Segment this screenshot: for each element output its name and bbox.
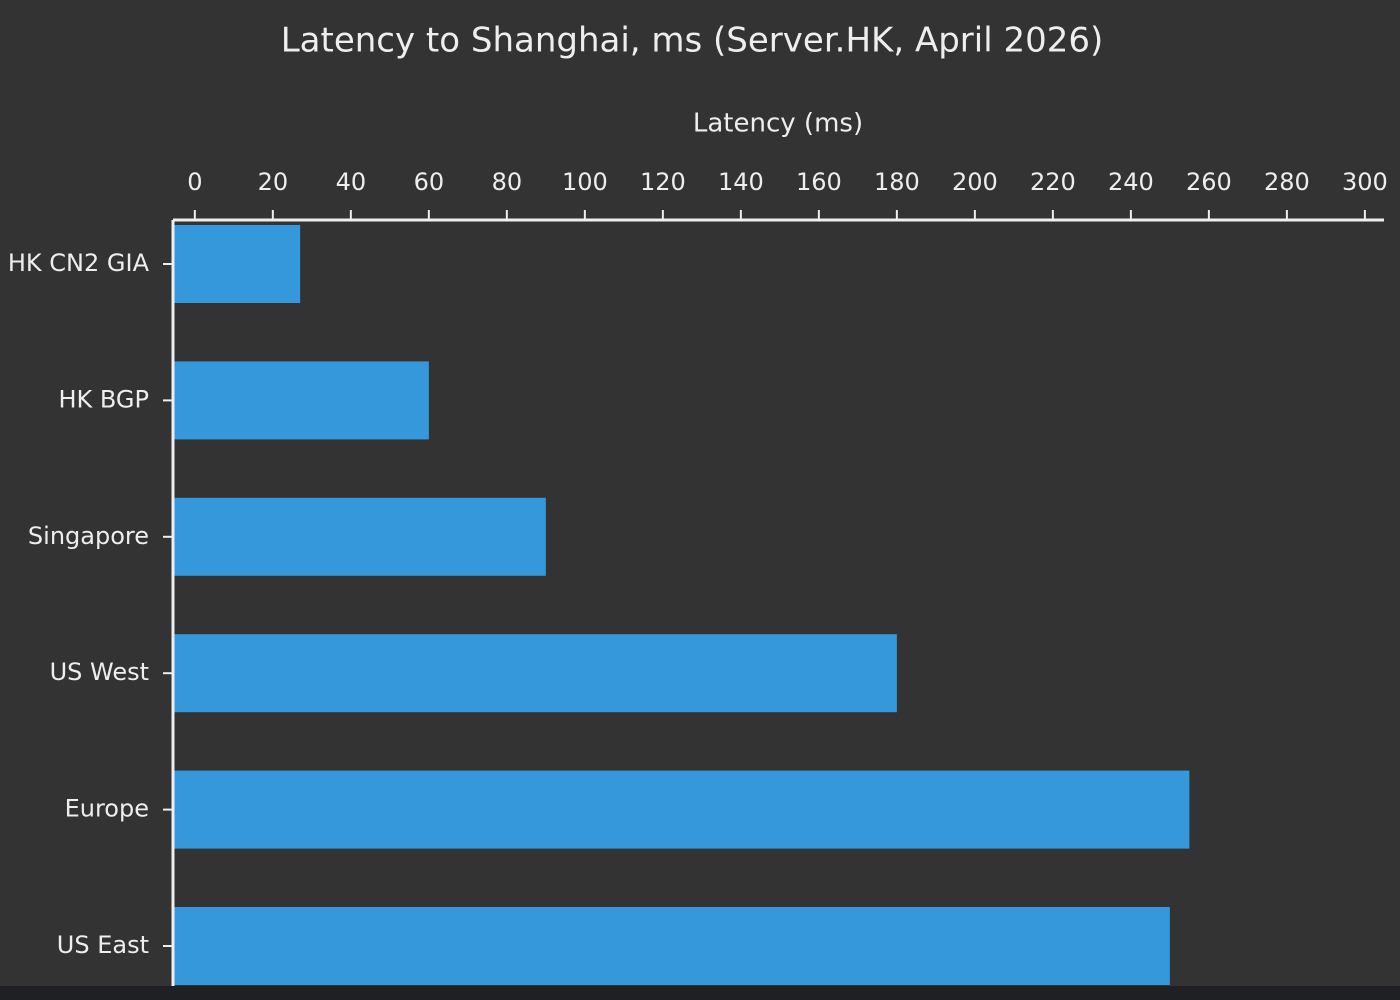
bar bbox=[173, 497, 546, 576]
x-tick-label: 240 bbox=[1108, 168, 1154, 196]
bar bbox=[173, 907, 1170, 985]
bar bbox=[173, 225, 301, 303]
x-tick-label: 180 bbox=[874, 168, 920, 196]
x-tick-label: 20 bbox=[258, 168, 289, 196]
bar bbox=[173, 634, 897, 713]
y-tick-label: Singapore bbox=[28, 522, 149, 550]
x-tick-label: 200 bbox=[952, 168, 998, 196]
x-axis-label: Latency (ms) bbox=[693, 109, 863, 139]
bar bbox=[173, 361, 429, 440]
x-tick-label: 60 bbox=[414, 168, 445, 196]
x-tick-label: 300 bbox=[1342, 168, 1388, 196]
x-tick-label: 80 bbox=[492, 168, 523, 196]
x-tick-label: 100 bbox=[562, 168, 608, 196]
x-tick-label: 220 bbox=[1030, 168, 1076, 196]
bar bbox=[173, 770, 1190, 849]
x-tick-label: 0 bbox=[187, 168, 202, 196]
y-tick-label: Europe bbox=[65, 795, 149, 823]
chart-title: Latency to Shanghai, ms (Server.HK, Apri… bbox=[281, 21, 1104, 61]
x-tick-label: 160 bbox=[796, 168, 842, 196]
y-tick-label: US East bbox=[57, 931, 149, 959]
x-tick-label: 140 bbox=[718, 168, 764, 196]
x-tick-label: 40 bbox=[336, 168, 367, 196]
x-tick-label: 120 bbox=[640, 168, 686, 196]
x-tick-label: 260 bbox=[1186, 168, 1232, 196]
y-tick-label: HK BGP bbox=[58, 385, 149, 413]
y-tick-label: HK CN2 GIA bbox=[8, 249, 150, 277]
x-tick-label: 280 bbox=[1264, 168, 1310, 196]
y-tick-label: US West bbox=[50, 658, 149, 686]
